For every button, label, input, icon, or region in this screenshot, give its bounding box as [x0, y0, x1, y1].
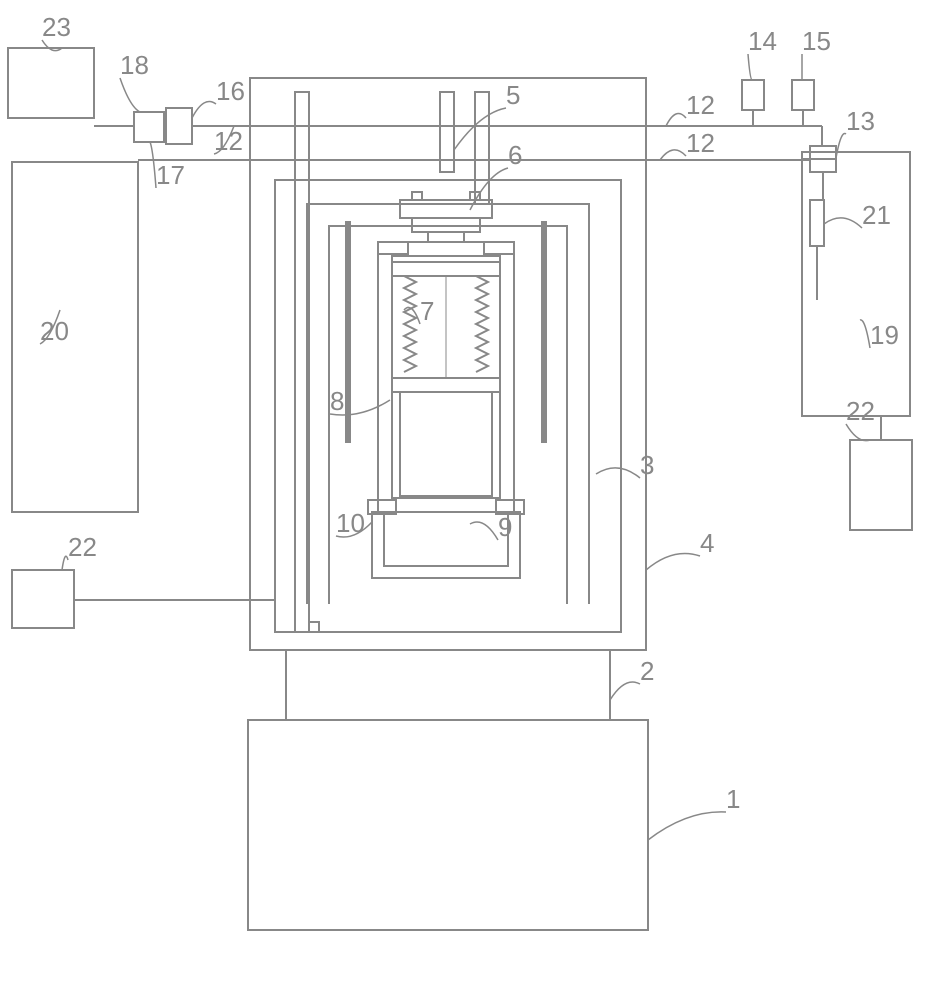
label-12: 12: [686, 90, 715, 120]
label-7: 7: [420, 296, 434, 326]
label-22: 22: [68, 532, 97, 562]
label-14: 14: [748, 26, 777, 56]
label-1: 1: [726, 784, 740, 814]
label-13: 13: [846, 106, 875, 136]
label-9: 9: [498, 512, 512, 542]
label-15: 15: [802, 26, 831, 56]
label-19: 19: [870, 320, 899, 350]
label-3: 3: [640, 450, 654, 480]
label-8: 8: [330, 386, 344, 416]
label-23: 23: [42, 12, 71, 42]
engineering-diagram: 1234567891013141516171819202123121212222…: [0, 0, 929, 1000]
label-12: 12: [686, 128, 715, 158]
label-22: 22: [846, 396, 875, 426]
label-10: 10: [336, 508, 365, 538]
label-12: 12: [214, 126, 243, 156]
label-18: 18: [120, 50, 149, 80]
label-6: 6: [508, 140, 522, 170]
label-20: 20: [40, 316, 69, 346]
label-17: 17: [156, 160, 185, 190]
label-5: 5: [506, 80, 520, 110]
label-16: 16: [216, 76, 245, 106]
label-2: 2: [640, 656, 654, 686]
label-21: 21: [862, 200, 891, 230]
label-4: 4: [700, 528, 714, 558]
